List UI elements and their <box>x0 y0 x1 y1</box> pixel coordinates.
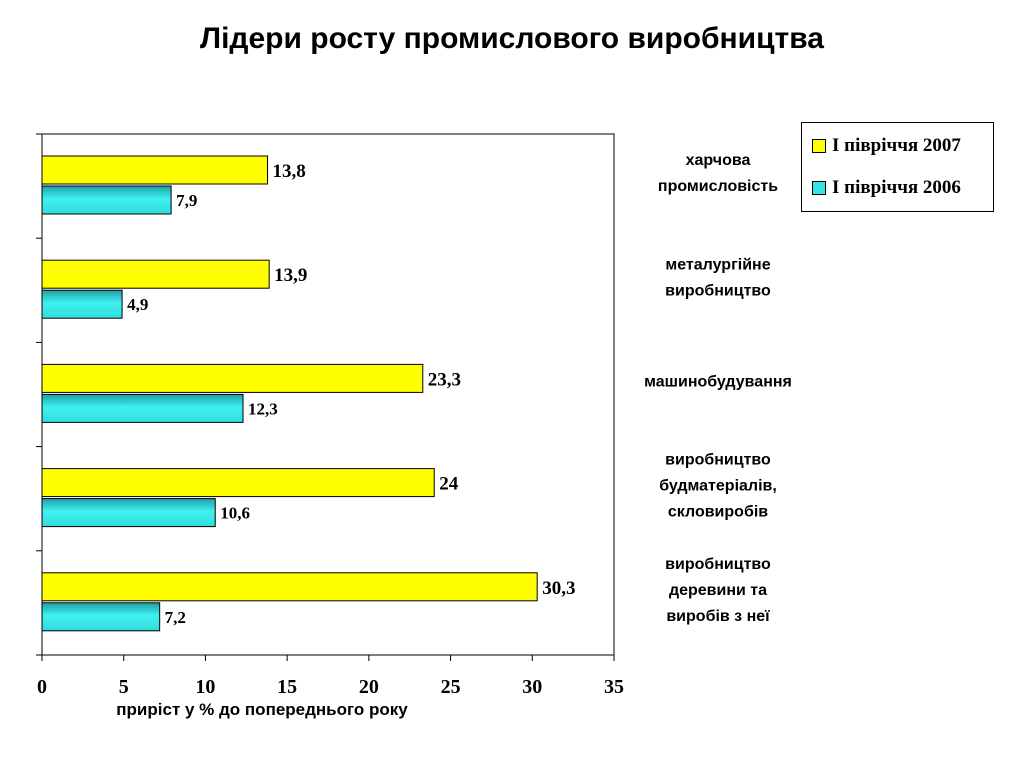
category-label-4: виробництво деревини та виробів з неї <box>665 556 771 625</box>
data-label-2007-cat-0: 13,8 <box>273 161 306 182</box>
bar-2007-cat-2 <box>41 363 424 393</box>
bar-2007-cat-1 <box>41 259 270 289</box>
bar-2006-cat-3 <box>41 498 216 528</box>
data-label-2007-cat-4: 30,3 <box>542 578 575 599</box>
bar-2007-cat-0 <box>41 155 269 185</box>
data-label-2006-cat-2: 12,3 <box>248 399 278 418</box>
bar-2006-cat-2 <box>41 393 244 423</box>
x-tick-label-30: 30 <box>522 676 542 698</box>
x-tick-label-0: 0 <box>37 676 47 698</box>
bar-2007-cat-4 <box>41 572 538 602</box>
category-label-0: харчова промисловість <box>658 152 778 195</box>
bar-2006-cat-1 <box>41 289 123 319</box>
bar-2006-cat-4 <box>41 602 161 632</box>
legend-item-2006: І півріччя 2006 <box>812 177 961 199</box>
category-label-2: машинобудування <box>644 374 792 391</box>
data-label-2006-cat-3: 10,6 <box>220 504 250 523</box>
x-tick-label-35: 35 <box>604 676 624 698</box>
x-axis-title: приріст у % до попереднього року <box>116 700 408 719</box>
bar-2006-cat-0 <box>41 185 172 215</box>
category-label-1: металургійне виробництво <box>665 256 771 299</box>
legend: І півріччя 2007 І півріччя 2006 <box>801 122 994 212</box>
x-tick-label-15: 15 <box>277 676 297 698</box>
data-label-2007-cat-3: 24 <box>439 474 459 495</box>
x-tick-label-20: 20 <box>359 676 379 698</box>
x-tick-label-25: 25 <box>441 676 461 698</box>
data-label-2007-cat-1: 13,9 <box>274 265 307 286</box>
x-tick-label-5: 5 <box>119 676 129 698</box>
legend-swatch-2006 <box>812 181 826 195</box>
data-label-2006-cat-4: 7,2 <box>165 608 186 627</box>
data-label-2006-cat-0: 7,9 <box>176 191 197 210</box>
legend-item-2007: І півріччя 2007 <box>812 135 961 157</box>
legend-label-2007: І півріччя 2007 <box>832 135 961 156</box>
data-label-2006-cat-1: 4,9 <box>127 295 148 314</box>
legend-swatch-2007 <box>812 139 826 153</box>
bar-2007-cat-3 <box>41 468 435 498</box>
category-label-3: виробництво будматеріалів, скловиробів <box>659 452 777 521</box>
x-tick-label-10: 10 <box>195 676 215 698</box>
page-title: Лідери росту промислового виробництва <box>200 22 824 55</box>
legend-label-2006: І півріччя 2006 <box>832 177 961 198</box>
data-label-2007-cat-2: 23,3 <box>428 369 461 390</box>
